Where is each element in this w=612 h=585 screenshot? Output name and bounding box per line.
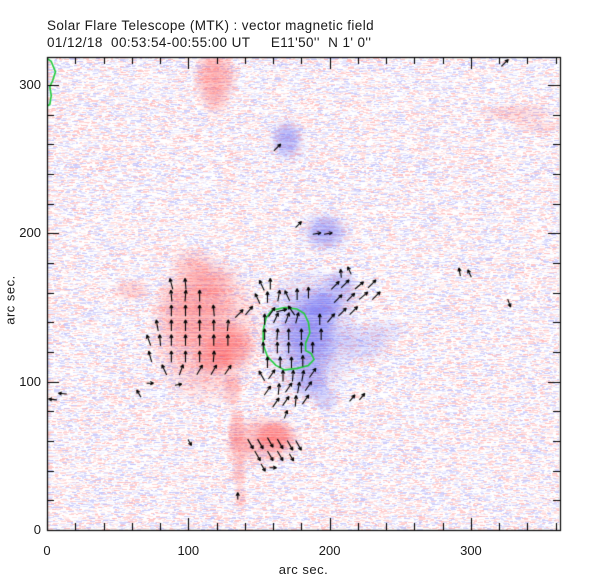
x-tick-label: 200: [318, 543, 341, 558]
x-tick-label: 0: [43, 543, 51, 558]
y-tick-label: 300: [19, 77, 41, 93]
figure-title: Solar Flare Telescope (MTK) : vector mag…: [47, 18, 375, 33]
y-axis-label: arc sec.: [2, 275, 18, 325]
y-tick-label: 100: [19, 373, 41, 389]
y-tick-label: 0: [33, 522, 41, 537]
x-tick-label: 300: [460, 543, 482, 558]
figure-subtitle: 01/12/18 00:53:54-00:55:00 UT E11'50'' N…: [47, 35, 372, 50]
y-tick-label: 200: [19, 225, 41, 241]
x-axis-label: arc sec.: [278, 562, 329, 577]
x-tick-label: 100: [177, 543, 200, 558]
